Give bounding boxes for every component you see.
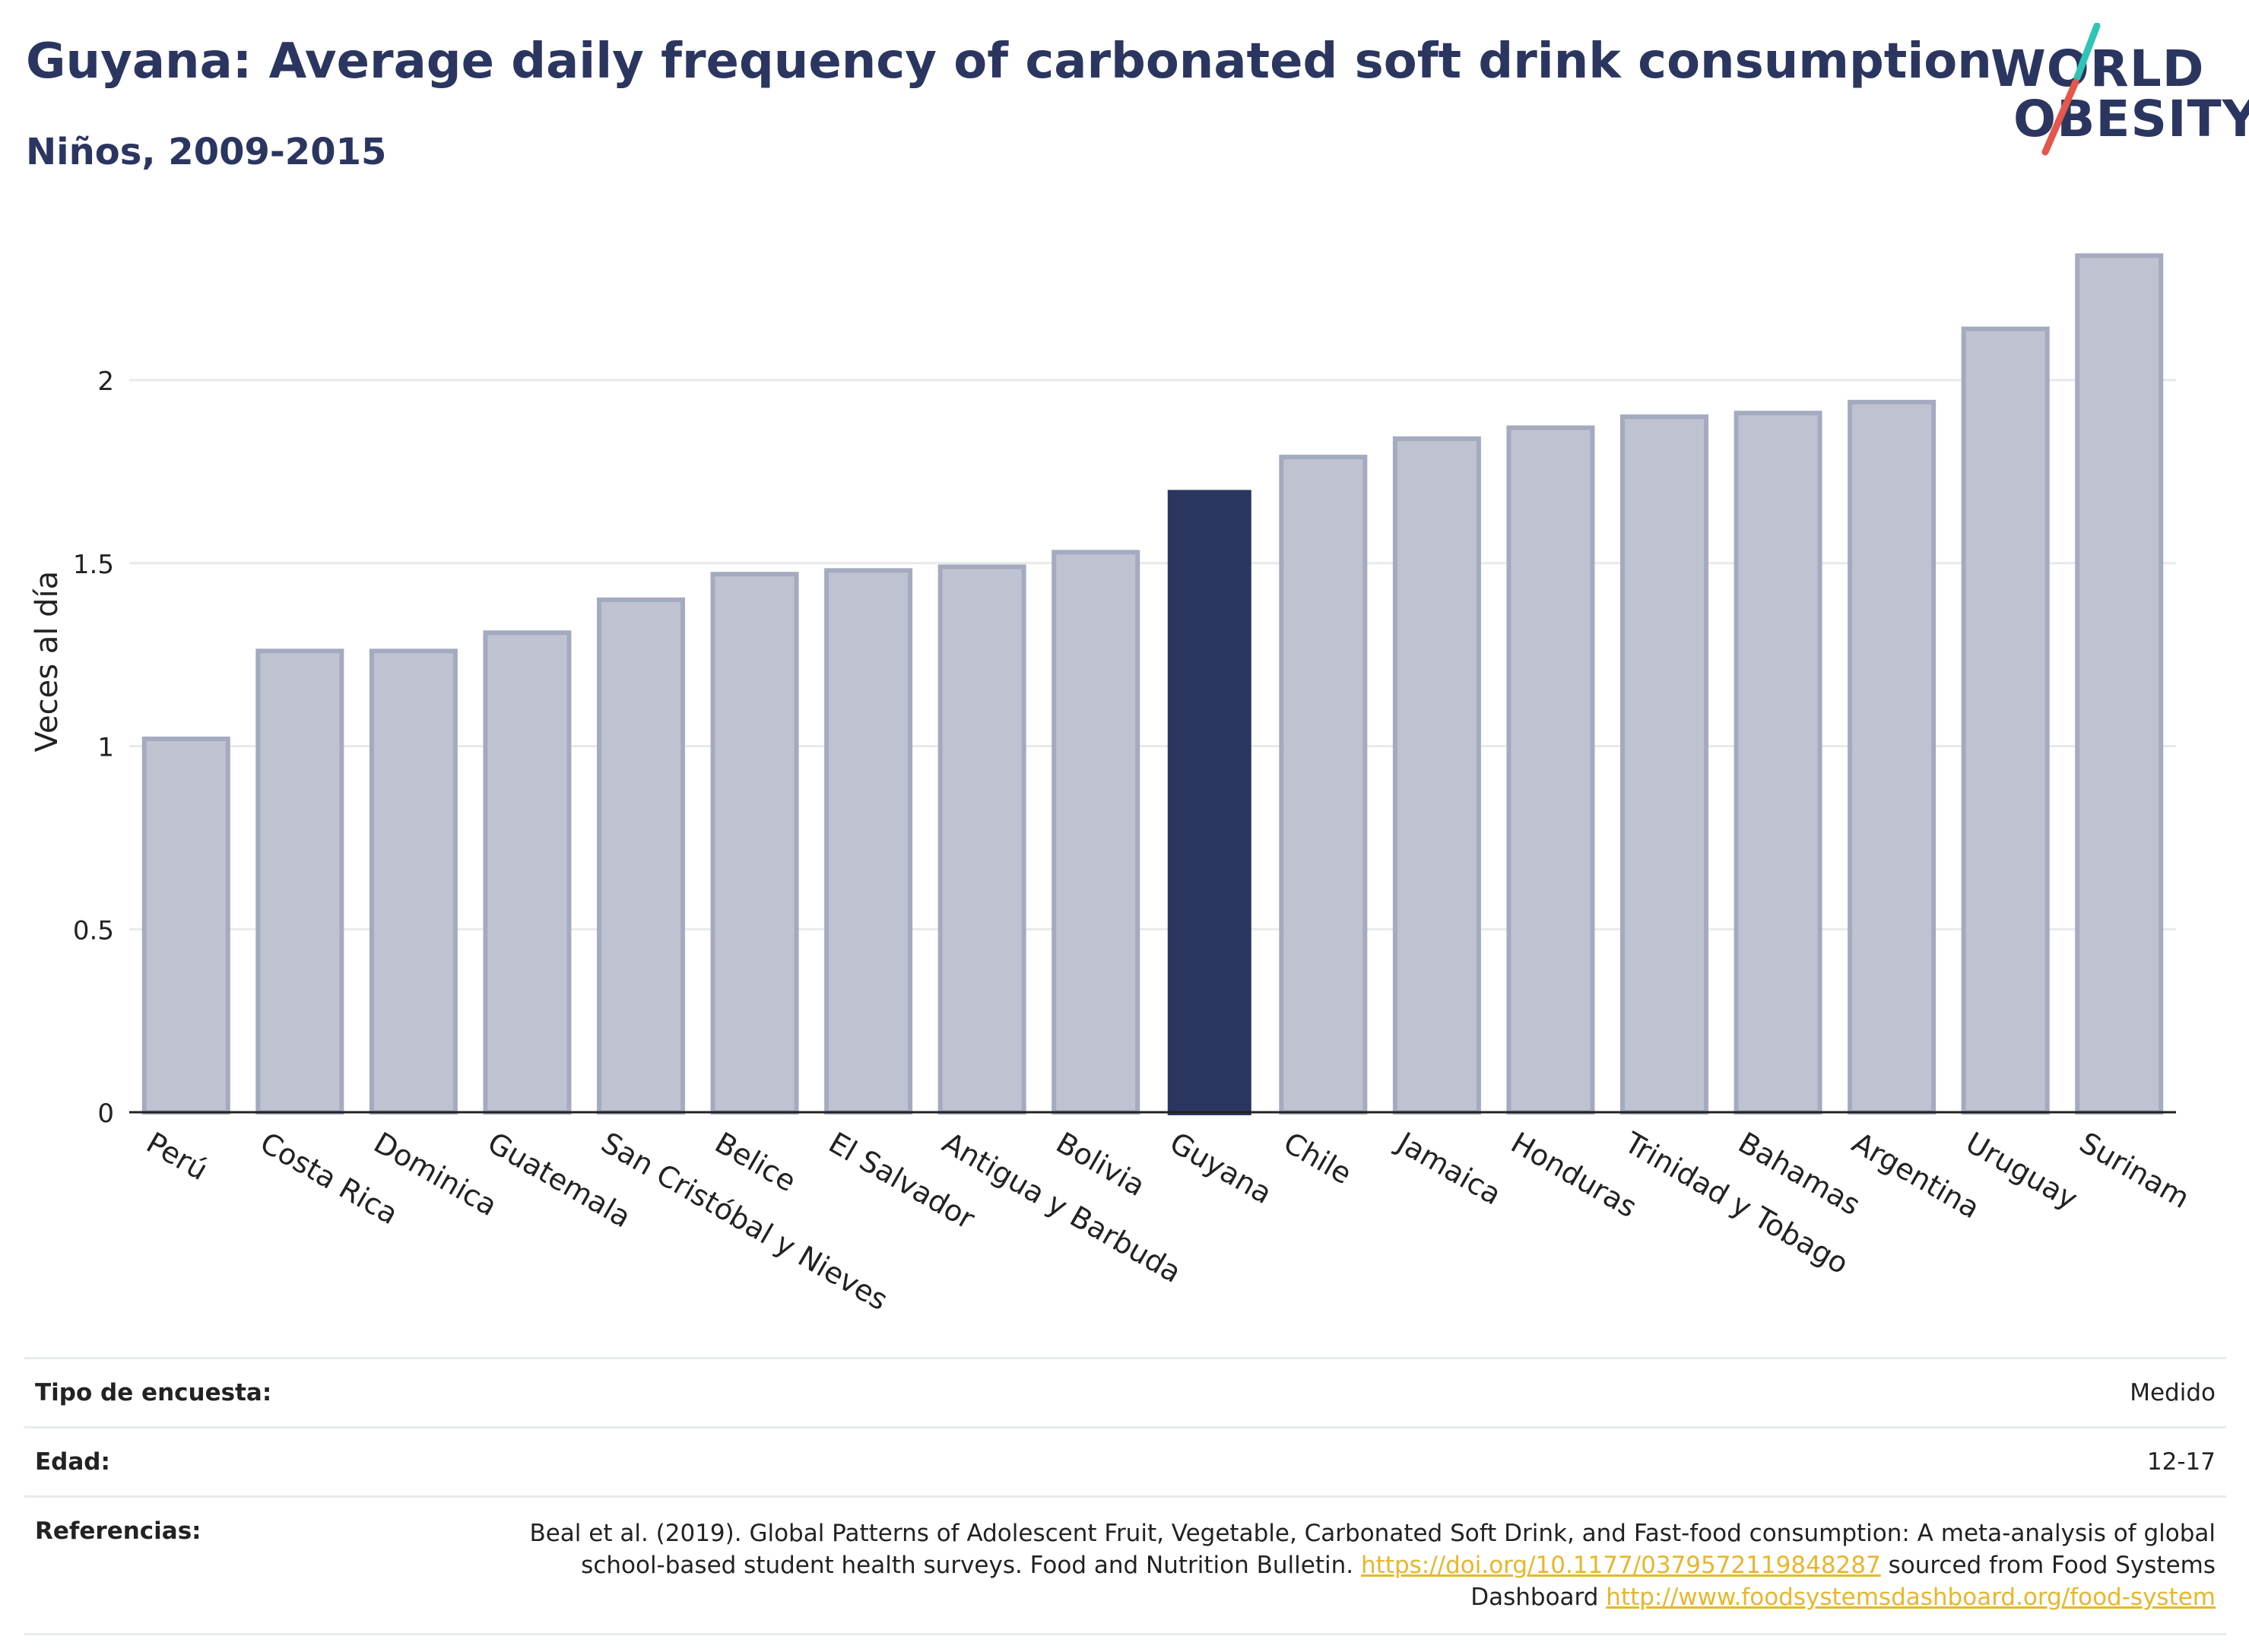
y-tick-label: 1.5 bbox=[73, 550, 114, 580]
bar bbox=[1392, 436, 1481, 1115]
y-tick-label: 0 bbox=[97, 1099, 114, 1129]
bar-highlight bbox=[1167, 490, 1251, 1115]
chart-subtitle: Niños, 2009-2015 bbox=[26, 131, 387, 173]
age-value: 12-17 bbox=[2146, 1448, 2216, 1476]
metadata-table: Tipo de encuesta: Medido Edad: 12-17 Ref… bbox=[24, 1357, 2226, 1635]
x-tick-label: Jamaica bbox=[1391, 1125, 1507, 1212]
logo-slash-red bbox=[2041, 78, 2079, 156]
x-tick-label: Perú bbox=[141, 1126, 213, 1187]
references-label: Referencias: bbox=[35, 1517, 201, 1545]
x-tick-label: Belice bbox=[709, 1126, 801, 1199]
bar bbox=[1279, 455, 1368, 1115]
bar bbox=[937, 564, 1026, 1115]
y-tick-label: 2 bbox=[97, 366, 114, 397]
bar bbox=[2075, 253, 2164, 1115]
x-tick-label: Guyana bbox=[1164, 1126, 1277, 1210]
logo-slash-teal bbox=[2073, 23, 2101, 81]
references-value: Beal et al. (2019). Global Patterns of A… bbox=[512, 1517, 2216, 1613]
survey-type-label: Tipo de encuesta: bbox=[35, 1379, 272, 1406]
meta-row-references: Referencias: Beal et al. (2019). Global … bbox=[24, 1498, 2226, 1635]
reference-source-text: sourced from Food Systems Dashboard bbox=[1470, 1552, 2216, 1611]
meta-row-survey: Tipo de encuesta: Medido bbox=[24, 1359, 2226, 1428]
age-label: Edad: bbox=[35, 1448, 110, 1476]
bar bbox=[1848, 399, 1937, 1115]
bar bbox=[483, 630, 572, 1115]
x-tick-label: Argentina bbox=[1847, 1126, 1986, 1226]
bar bbox=[710, 572, 799, 1115]
bar bbox=[369, 648, 458, 1115]
reference-text: Beal et al. (2019). Global Patterns of A… bbox=[529, 1520, 2216, 1579]
bar bbox=[1961, 326, 2050, 1115]
y-tick-label: 1 bbox=[97, 733, 114, 763]
logo-slash-icon bbox=[2041, 23, 2101, 156]
bar bbox=[597, 597, 685, 1115]
y-tick-label: 0.5 bbox=[73, 915, 114, 946]
bar bbox=[824, 568, 913, 1115]
bar bbox=[1506, 425, 1595, 1115]
bar bbox=[1734, 411, 1822, 1115]
bar bbox=[141, 736, 230, 1115]
x-tick-label: Surinam bbox=[2074, 1126, 2196, 1215]
x-tick-label: Chile bbox=[1278, 1126, 1357, 1191]
bar bbox=[1052, 550, 1140, 1115]
food-systems-link[interactable]: http://www.foodsystemsdashboard.org/food… bbox=[1606, 1584, 2216, 1611]
bar bbox=[255, 648, 344, 1115]
logo-text-world: WORLD bbox=[1990, 40, 2205, 98]
x-tick-label: Honduras bbox=[1505, 1126, 1642, 1225]
meta-row-age: Edad: 12-17 bbox=[24, 1428, 2226, 1498]
world-obesity-logo: WORLD OBESITY bbox=[1984, 23, 2249, 160]
doi-link[interactable]: https://doi.org/10.1177/0379572119848287 bbox=[1360, 1552, 1881, 1579]
bar bbox=[1620, 414, 1708, 1115]
chart-title: Guyana: Average daily frequency of carbo… bbox=[26, 33, 1992, 90]
survey-type-value: Medido bbox=[2130, 1379, 2216, 1406]
